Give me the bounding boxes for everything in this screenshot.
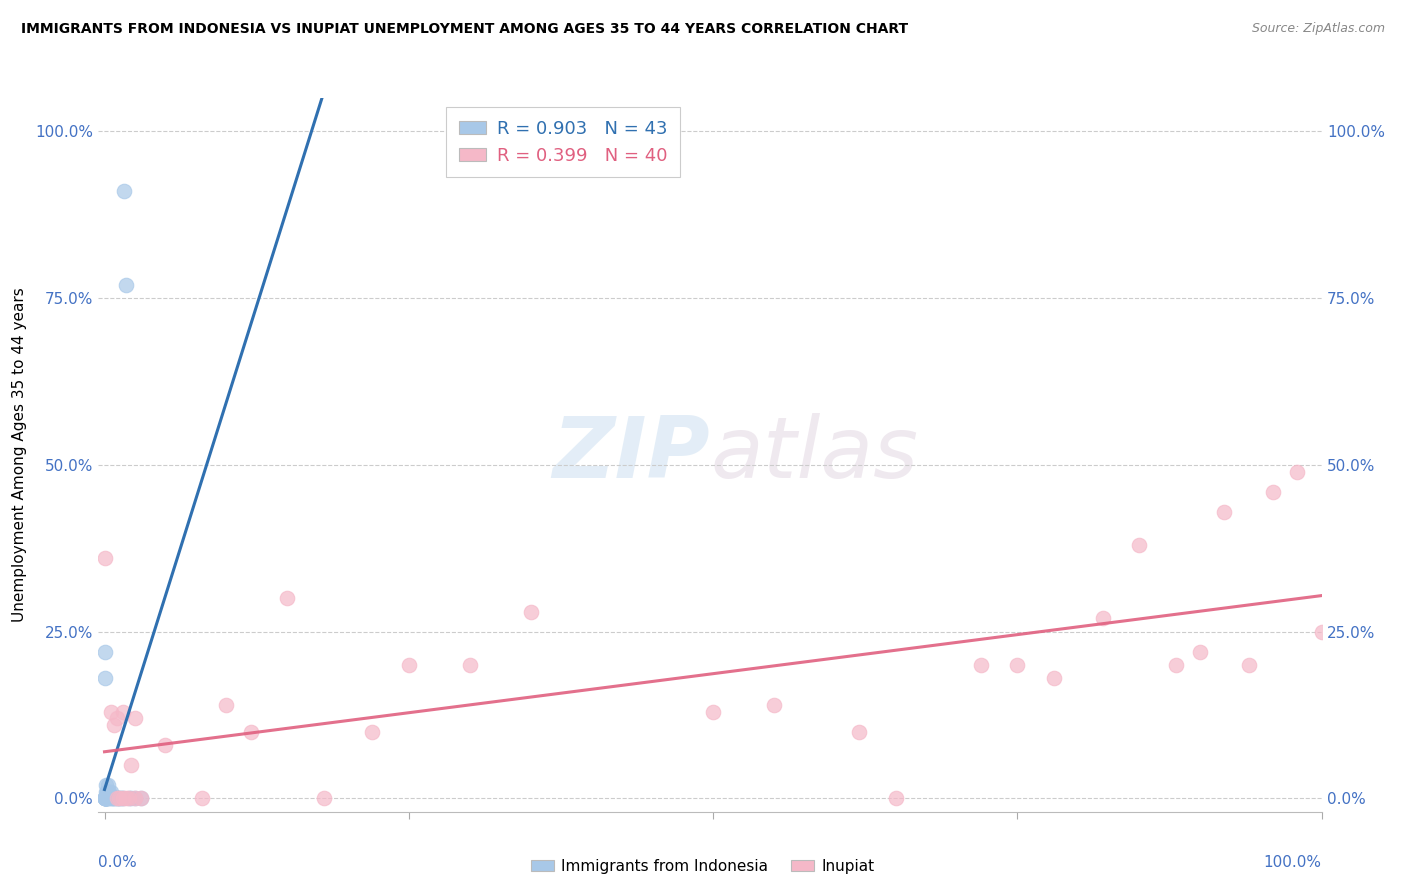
Point (111, 791, 134, 805)
Point (1213, 505, 1236, 519)
Point (361, 724, 384, 739)
Point (884, 791, 907, 805)
Point (519, 605, 541, 619)
Point (124, 791, 146, 805)
Point (97, 791, 120, 805)
Point (970, 658, 993, 673)
Point (118, 791, 141, 805)
Point (1091, 611, 1114, 625)
Text: atlas: atlas (710, 413, 918, 497)
Point (108, 791, 131, 805)
Point (115, 791, 138, 805)
Point (93, 645, 115, 659)
Point (239, 724, 262, 739)
Point (97, 785, 120, 799)
Point (100, 785, 122, 799)
Text: 100.0%: 100.0% (1264, 855, 1322, 870)
Point (94, 791, 117, 805)
Point (1310, 624, 1333, 639)
Text: 0.0%: 0.0% (98, 855, 138, 870)
Point (93, 791, 115, 805)
Point (108, 791, 131, 805)
Point (1188, 645, 1211, 659)
Point (1237, 658, 1260, 673)
Point (702, 705, 724, 719)
Point (762, 698, 785, 712)
Point (110, 791, 132, 805)
Point (94, 791, 117, 805)
Point (100, 791, 122, 805)
Point (110, 791, 132, 805)
Point (98, 785, 121, 799)
Point (458, 658, 481, 673)
Point (398, 658, 420, 673)
Point (93, 791, 115, 805)
Point (104, 791, 127, 805)
Point (96, 785, 118, 799)
Point (129, 791, 152, 805)
Point (1043, 671, 1066, 685)
Point (191, 791, 214, 805)
Point (120, 758, 142, 772)
Legend: Immigrants from Indonesia, Inupiat: Immigrants from Indonesia, Inupiat (524, 853, 882, 880)
Point (111, 705, 134, 719)
Point (101, 791, 124, 805)
Point (155, 738, 177, 752)
Point (115, 277, 138, 292)
Point (105, 791, 128, 805)
Point (93, 791, 115, 805)
Point (98, 791, 121, 805)
Point (129, 791, 152, 805)
Point (93, 551, 115, 566)
Point (276, 591, 298, 606)
Point (312, 791, 335, 805)
Text: IMMIGRANTS FROM INDONESIA VS INUPIAT UNEMPLOYMENT AMONG AGES 35 TO 44 YEARS CORR: IMMIGRANTS FROM INDONESIA VS INUPIAT UNE… (21, 22, 908, 37)
Point (101, 791, 124, 805)
Point (105, 791, 128, 805)
Point (97, 778, 120, 792)
Point (103, 791, 125, 805)
Point (93, 671, 115, 685)
Point (93, 791, 115, 805)
Point (107, 791, 129, 805)
Point (1286, 465, 1309, 479)
Point (100, 705, 122, 719)
Legend: R = 0.903   N = 43, R = 0.399   N = 40: R = 0.903 N = 43, R = 0.399 N = 40 (446, 107, 681, 178)
Point (93, 791, 115, 805)
Point (103, 718, 125, 732)
Point (1261, 484, 1284, 499)
Text: Source: ZipAtlas.com: Source: ZipAtlas.com (1251, 22, 1385, 36)
Y-axis label: Unemployment Among Ages 35 to 44 years: Unemployment Among Ages 35 to 44 years (11, 287, 27, 623)
Point (848, 724, 870, 739)
Point (1128, 538, 1150, 552)
Point (215, 698, 238, 712)
Point (94, 778, 117, 792)
Point (96, 791, 118, 805)
Point (124, 791, 146, 805)
Point (94, 791, 117, 805)
Point (118, 791, 141, 805)
Point (120, 791, 142, 805)
Point (93, 791, 115, 805)
Point (1007, 658, 1029, 673)
Point (124, 711, 146, 725)
Point (1164, 658, 1187, 673)
Point (111, 791, 134, 805)
Point (94, 785, 117, 799)
Point (105, 711, 128, 725)
Point (96, 791, 118, 805)
Point (93, 791, 115, 805)
Point (96, 785, 118, 799)
Point (94, 791, 117, 805)
Text: ZIP: ZIP (553, 413, 710, 497)
Point (93, 791, 115, 805)
Point (112, 185, 135, 199)
